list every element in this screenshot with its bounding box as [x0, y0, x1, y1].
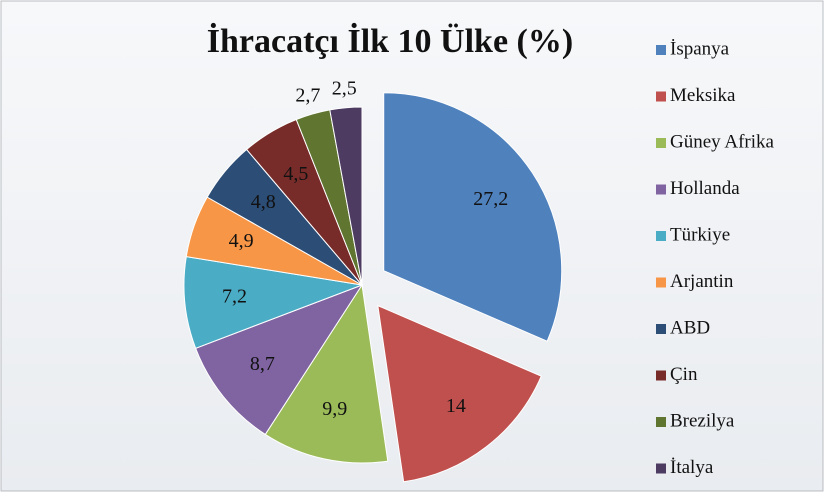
data-label: 8,7	[250, 353, 275, 375]
legend-label: Güney Afrika	[670, 131, 775, 152]
legend-label: Meksika	[670, 85, 736, 106]
legend-label: Hollanda	[670, 178, 740, 199]
legend-label: İtalya	[670, 457, 714, 478]
legend-swatch	[656, 231, 666, 241]
pie-slice	[383, 92, 563, 342]
data-label: 4,9	[229, 230, 254, 252]
chart-title: İhracatçı İlk 10 Ülke (%)	[207, 22, 573, 60]
data-label: 2,5	[332, 78, 357, 100]
legend-label: Türkiye	[670, 224, 730, 245]
data-label: 2,7	[295, 84, 320, 106]
legend-swatch	[656, 463, 666, 474]
legend-swatch	[656, 91, 666, 102]
pie-slice	[377, 304, 542, 483]
pie-slice	[264, 283, 389, 464]
legend-swatch	[656, 184, 666, 195]
data-label: 4,5	[283, 163, 308, 185]
pie-slice	[329, 106, 363, 286]
legend-label: Brezilya	[670, 410, 735, 431]
legend-label: Çin	[670, 364, 698, 385]
data-label: 7,2	[222, 286, 247, 308]
data-label: 14	[446, 395, 466, 417]
legend-label: Arjantin	[670, 271, 734, 292]
legend-swatch	[656, 417, 666, 427]
legend-label: ABD	[670, 317, 710, 338]
data-label: 4,8	[251, 191, 276, 213]
pie-slice	[183, 256, 364, 349]
legend-swatch	[656, 45, 666, 55]
legend-label: İspanya	[670, 38, 730, 59]
data-label: 27,2	[473, 188, 508, 210]
legend-swatch	[656, 277, 666, 288]
legend-swatch	[656, 324, 666, 334]
legend-swatch	[656, 138, 666, 148]
data-label: 9,9	[322, 398, 347, 420]
pie-slice	[194, 283, 364, 436]
legend-swatch	[656, 370, 666, 381]
